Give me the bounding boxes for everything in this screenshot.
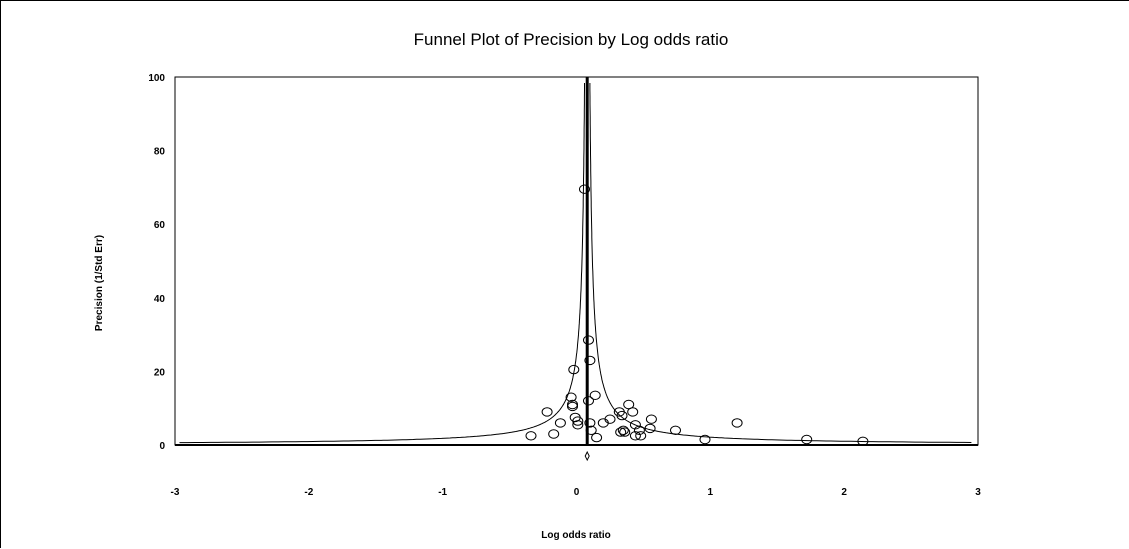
study-point xyxy=(857,436,869,446)
study-point xyxy=(567,401,578,412)
data-points xyxy=(525,184,869,446)
y-tick-label: 40 xyxy=(154,294,166,305)
y-tick-label: 0 xyxy=(159,441,165,452)
study-point xyxy=(645,414,657,424)
study-point xyxy=(801,434,813,445)
study-point xyxy=(619,427,631,437)
study-point xyxy=(627,407,639,417)
x-tick-label: 2 xyxy=(841,487,847,498)
study-point xyxy=(572,416,584,426)
study-point xyxy=(633,425,645,435)
study-point xyxy=(572,420,584,430)
x-tick-label: 1 xyxy=(708,487,714,498)
study-point xyxy=(617,425,629,435)
y-tick-label: 80 xyxy=(154,147,166,158)
x-axis-label: Log odds ratio xyxy=(541,530,610,541)
x-tick-label: -2 xyxy=(304,487,313,498)
study-point xyxy=(565,392,577,402)
study-point xyxy=(670,425,681,435)
study-point xyxy=(644,423,656,434)
chart-title: Funnel Plot of Precision by Log odds rat… xyxy=(414,30,729,49)
funnel-right-line xyxy=(589,83,972,443)
funnel-lines xyxy=(179,83,972,444)
study-point xyxy=(615,427,627,437)
center-line-group xyxy=(175,77,978,462)
study-point xyxy=(583,396,594,406)
summary-diamond xyxy=(584,450,590,462)
y-tick-label: 100 xyxy=(148,73,165,84)
x-tick-label: 3 xyxy=(975,487,981,498)
study-point xyxy=(589,390,601,400)
study-point xyxy=(579,184,590,194)
x-tick-label: -1 xyxy=(438,487,447,498)
study-point xyxy=(629,431,641,441)
study-point xyxy=(597,418,609,428)
study-point xyxy=(525,431,537,441)
study-point xyxy=(616,410,628,421)
study-point xyxy=(591,432,603,443)
y-tick-label: 60 xyxy=(154,220,166,231)
y-tick-labels: 0 20 40 60 80 100 xyxy=(148,73,165,452)
study-point xyxy=(583,335,594,345)
study-point xyxy=(554,418,566,428)
study-point xyxy=(731,418,743,428)
y-tick-label: 20 xyxy=(154,367,166,378)
study-point xyxy=(635,431,647,441)
y-axis-label: Precision (1/Std Err) xyxy=(94,235,105,331)
study-point xyxy=(584,355,596,366)
study-point xyxy=(584,418,596,428)
study-point xyxy=(541,407,553,417)
plot-area xyxy=(174,76,979,446)
x-tick-labels: -3 -2 -1 0 1 2 3 xyxy=(171,487,982,498)
study-point xyxy=(568,364,580,375)
study-point xyxy=(585,425,597,435)
study-point xyxy=(699,434,711,445)
funnel-left-line xyxy=(179,83,585,444)
study-point xyxy=(548,429,560,439)
x-tick-label: 0 xyxy=(574,487,580,498)
study-point xyxy=(629,420,641,430)
x-tick-label: -3 xyxy=(171,487,180,498)
